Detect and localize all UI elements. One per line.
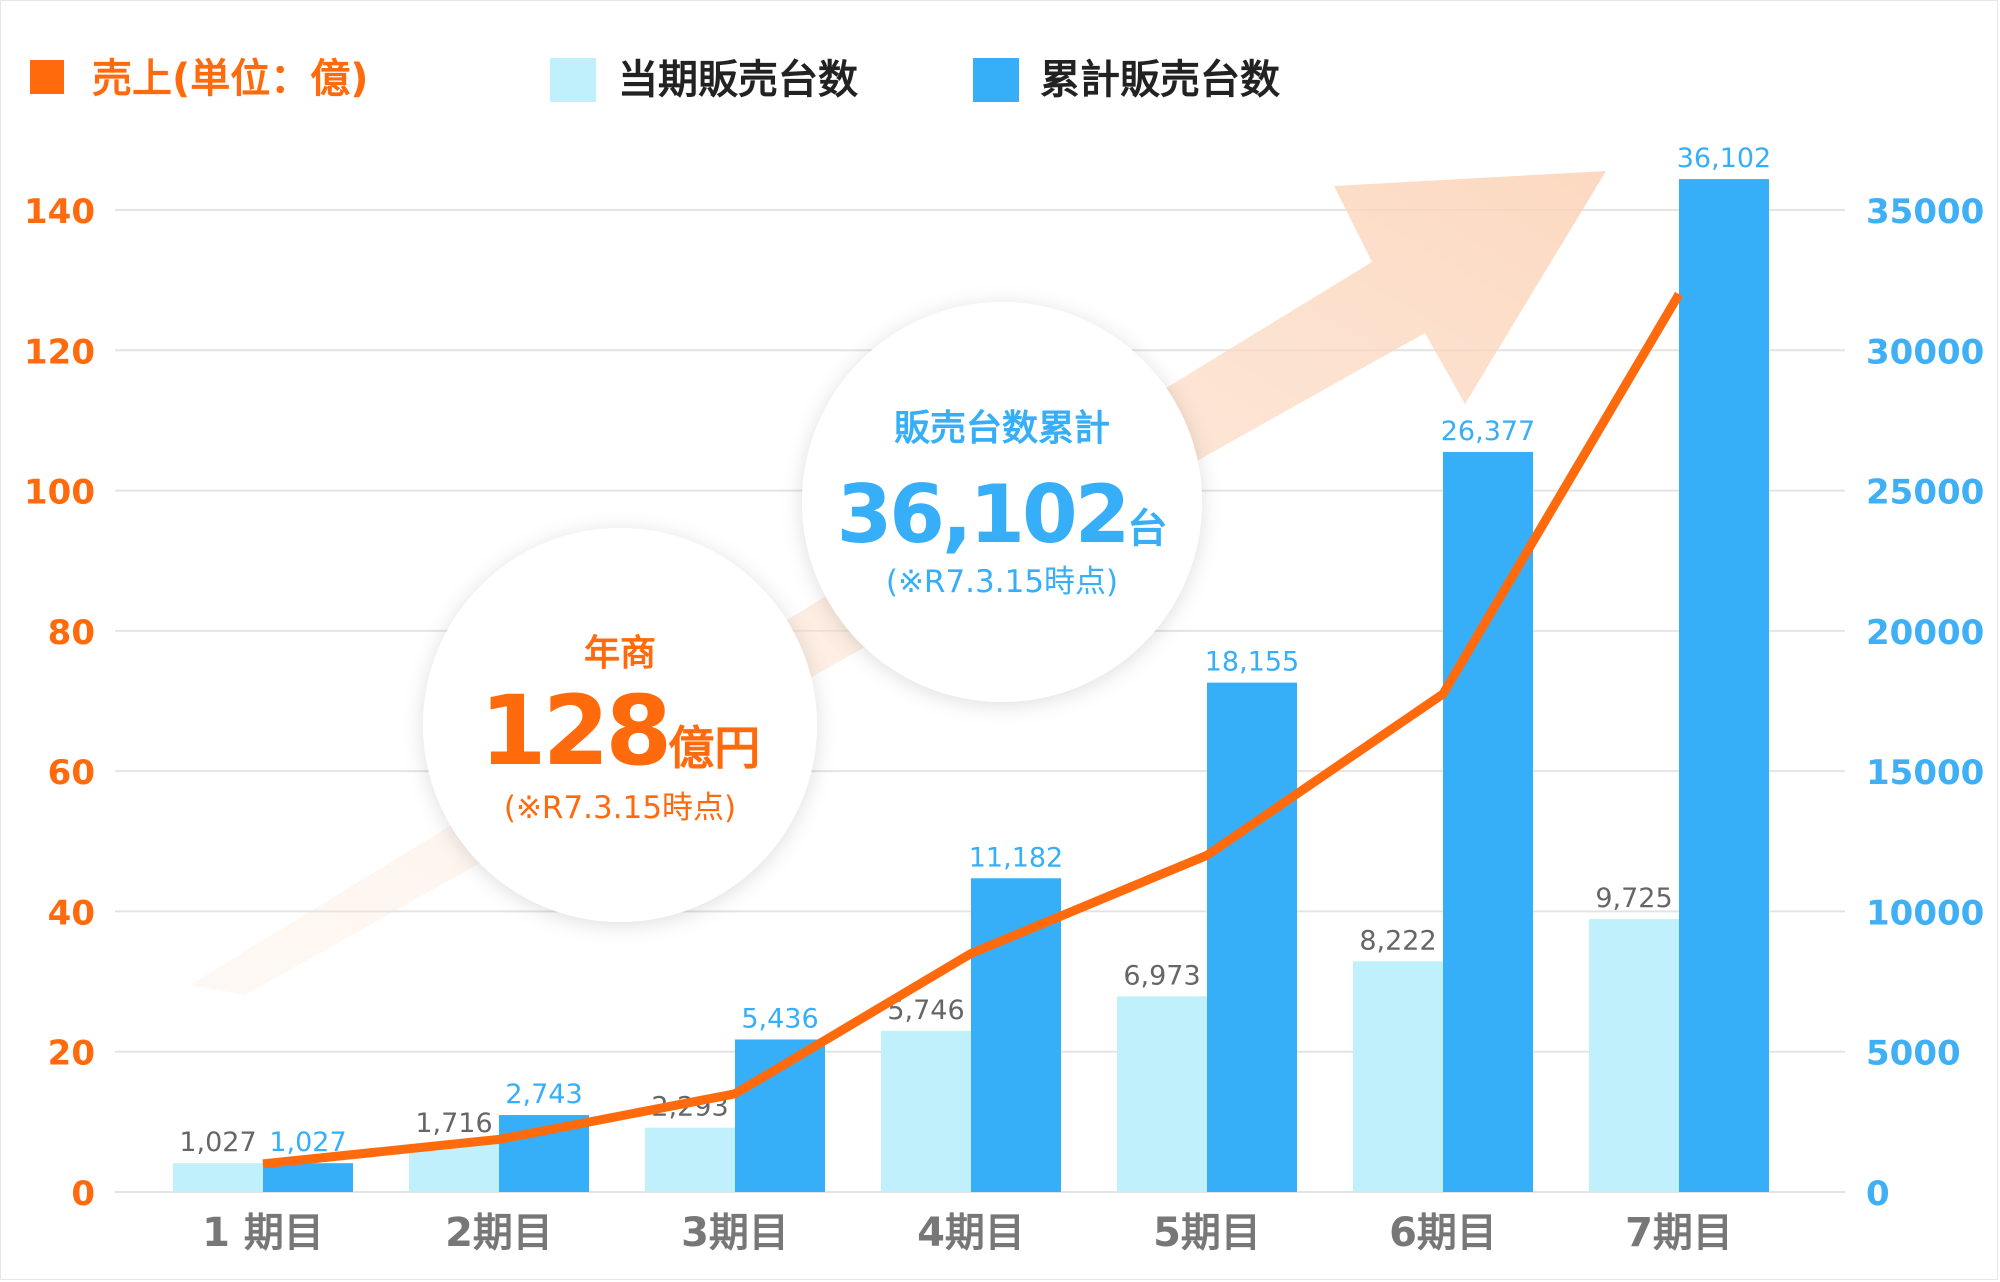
right-axis: 0 5000 10000 15000 20000 25000 30000 35000 bbox=[1866, 192, 1984, 1214]
revenue-callout-circle bbox=[423, 528, 817, 922]
left-axis-tick-label: 120 bbox=[24, 332, 95, 372]
bar-cumulative-label: 5,436 bbox=[741, 1003, 818, 1034]
bar-current bbox=[1117, 996, 1207, 1192]
units-callout-note: (※R7.3.15時点) bbox=[886, 564, 1118, 600]
left-axis-tick-label: 20 bbox=[48, 1034, 95, 1074]
x-axis-category-label: 7期目 bbox=[1625, 1210, 1733, 1256]
x-axis-category-label: 6期目 bbox=[1389, 1210, 1497, 1256]
right-axis-tick-label: 10000 bbox=[1866, 893, 1984, 933]
bar-cumulative bbox=[1207, 682, 1297, 1192]
right-axis-tick-label: 25000 bbox=[1866, 473, 1984, 513]
legend: 売上(単位：億) 当期販売台数 累計販売台数 bbox=[30, 56, 1280, 103]
x-axis-category-label: 5期目 bbox=[1153, 1210, 1261, 1256]
left-axis-tick-label: 140 bbox=[24, 192, 95, 232]
revenue-callout-heading: 年商 bbox=[584, 633, 656, 674]
bar-current bbox=[1589, 919, 1679, 1192]
bar-cumulative-label: 26,377 bbox=[1441, 416, 1535, 447]
bar-current-label: 1,716 bbox=[415, 1108, 492, 1139]
units-callout-number: 36,102 bbox=[837, 468, 1128, 561]
x-axis-category-label: 4期目 bbox=[917, 1210, 1025, 1256]
bars bbox=[173, 179, 1769, 1192]
legend-revenue-label: 売上(単位：億) bbox=[92, 56, 369, 102]
bar-cumulative-label: 18,155 bbox=[1205, 647, 1299, 678]
units-callout: 販売台数累計 36,102台 (※R7.3.15時点) bbox=[802, 302, 1202, 702]
revenue-callout-number: 128 bbox=[480, 675, 668, 787]
x-axis-category-label: 3期目 bbox=[681, 1210, 789, 1256]
right-axis-tick-label: 0 bbox=[1866, 1174, 1890, 1214]
legend-cumulative-swatch bbox=[973, 58, 1019, 102]
units-callout-unit: 台 bbox=[1127, 506, 1167, 552]
bar-current bbox=[881, 1030, 971, 1192]
units-callout-value: 36,102台 bbox=[837, 468, 1168, 561]
left-axis-tick-label: 80 bbox=[48, 613, 95, 653]
right-axis-tick-label: 20000 bbox=[1866, 613, 1984, 653]
revenue-point bbox=[498, 1138, 500, 1140]
bar-current bbox=[645, 1127, 735, 1192]
revenue-callout: 年商 128億円 (※R7.3.15時点) bbox=[423, 528, 817, 922]
revenue-line bbox=[262, 291, 1683, 1169]
bar-current-label: 1,027 bbox=[179, 1127, 256, 1158]
revenue-point bbox=[1206, 854, 1208, 856]
right-axis-tick-label: 15000 bbox=[1866, 753, 1984, 793]
x-axis-category-label: 2期目 bbox=[445, 1210, 553, 1256]
right-axis-tick-label: 35000 bbox=[1866, 192, 1984, 232]
revenue-point bbox=[1442, 693, 1444, 695]
right-axis-tick-label: 30000 bbox=[1866, 332, 1984, 372]
revenue-point bbox=[970, 953, 972, 955]
revenue-point bbox=[734, 1093, 736, 1095]
bar-current bbox=[1353, 961, 1443, 1192]
bar-current-label: 6,973 bbox=[1123, 960, 1200, 991]
revenue-callout-value: 128億円 bbox=[480, 675, 760, 787]
revenue-callout-note: (※R7.3.15時点) bbox=[504, 790, 736, 826]
bar-cumulative bbox=[1679, 179, 1769, 1192]
bar-cumulative bbox=[263, 1163, 353, 1192]
legend-cumulative-label: 累計販売台数 bbox=[1040, 57, 1280, 103]
revenue-callout-unit: 億円 bbox=[668, 721, 760, 775]
units-callout-circle bbox=[802, 302, 1202, 702]
left-axis-tick-label: 40 bbox=[48, 893, 95, 933]
left-axis: 0 20 40 60 80 100 120 140 bbox=[24, 192, 95, 1214]
right-axis-tick-label: 5000 bbox=[1866, 1034, 1961, 1074]
bar-current-label: 9,725 bbox=[1595, 883, 1672, 914]
x-axis-category-label: 1 期目 bbox=[202, 1210, 324, 1256]
revenue-point bbox=[1678, 293, 1680, 295]
x-axis-labels: 1 期目 2期目 3期目 4期目 5期目 6期目 7期目 bbox=[202, 1210, 1733, 1256]
grid bbox=[115, 209, 1845, 1193]
units-callout-heading: 販売台数累計 bbox=[894, 408, 1110, 449]
bar-current bbox=[173, 1163, 263, 1192]
legend-revenue-swatch bbox=[30, 60, 64, 94]
revenue-point bbox=[262, 1163, 264, 1165]
left-axis-tick-label: 0 bbox=[71, 1174, 95, 1214]
legend-current-swatch bbox=[550, 58, 596, 102]
bar-cumulative-label: 11,182 bbox=[969, 842, 1063, 873]
legend-current-label: 当期販売台数 bbox=[618, 57, 858, 103]
left-axis-tick-label: 60 bbox=[48, 753, 95, 793]
bar-current-label: 8,222 bbox=[1359, 925, 1436, 956]
bar-current bbox=[409, 1143, 499, 1192]
bar-cumulative-label: 2,743 bbox=[505, 1079, 582, 1110]
left-axis-tick-label: 100 bbox=[24, 473, 95, 513]
bar-cumulative-label: 36,102 bbox=[1677, 143, 1771, 174]
